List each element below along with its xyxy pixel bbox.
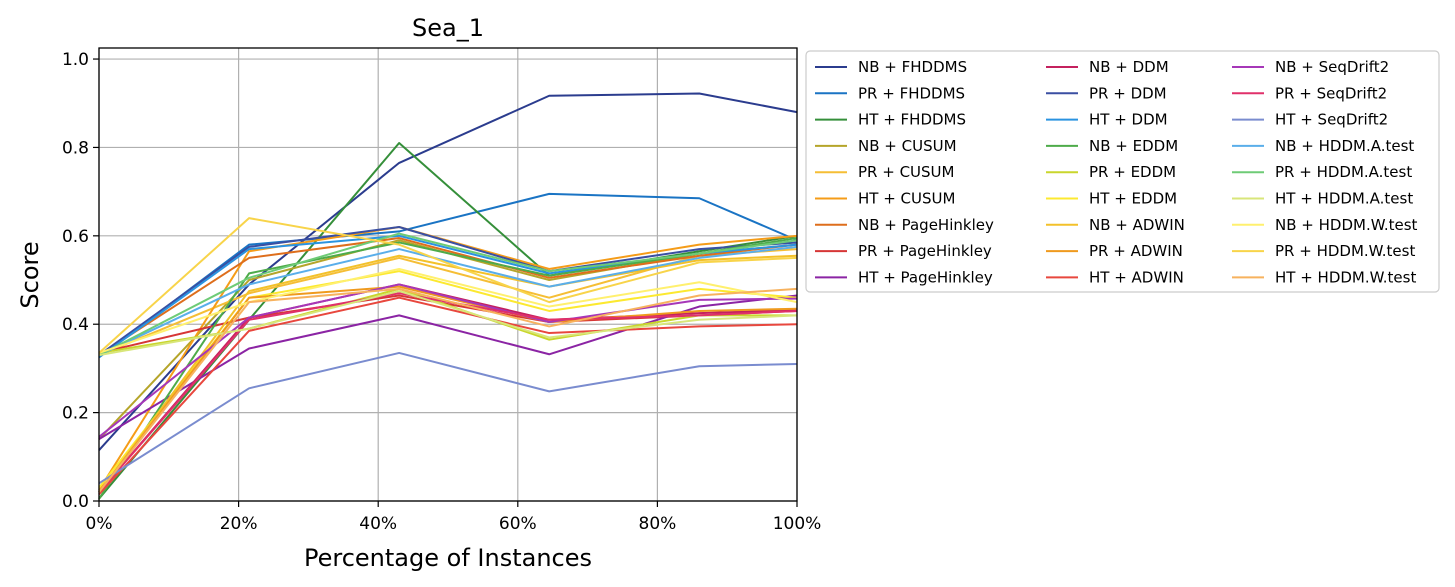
legend-entry: NB + FHDDMS (858, 58, 967, 76)
series-line-22 (98, 245, 798, 357)
legend-entry: PR + SeqDrift2 (1275, 84, 1387, 102)
x-axis-label: Percentage of Instances (304, 544, 592, 572)
y-tick-label: 0.2 (62, 404, 89, 424)
legend-entry: HT + EDDM (1089, 190, 1177, 208)
chart-title: Sea_1 (412, 14, 484, 42)
series-line-21 (98, 351, 798, 485)
y-tick-label: 0.6 (62, 227, 89, 247)
legend-entry: HT + ADWIN (1089, 268, 1184, 286)
legend-entry: HT + PageHinkley (858, 268, 993, 286)
legend-entry: HT + FHDDMS (858, 111, 966, 129)
legend-entry: PR + CUSUM (858, 163, 954, 181)
series-line-7 (98, 237, 798, 356)
x-tick-label: 40% (359, 514, 397, 534)
legend-entry: HT + HDDM.A.test (1275, 190, 1413, 208)
x-tick-label: 80% (639, 514, 677, 534)
series-lines (98, 92, 798, 500)
legend-entry: PR + ADWIN (1089, 242, 1183, 260)
y-tick-label: 0.8 (62, 138, 89, 158)
x-tick-label: 100% (773, 514, 822, 534)
legend-entry: NB + SeqDrift2 (1275, 58, 1389, 76)
series-line-10 (98, 283, 798, 493)
series-line-26 (98, 217, 798, 354)
grid-lines (98, 48, 798, 502)
legend-entry: NB + ADWIN (1089, 216, 1185, 234)
series-line-20 (98, 292, 798, 493)
legend-entry: NB + DDM (1089, 58, 1169, 76)
y-tick-label: 1.0 (62, 50, 89, 70)
legend-entry: HT + CUSUM (858, 190, 955, 208)
legend-entry: PR + FHDDMS (858, 84, 965, 102)
legend-entry: PR + PageHinkley (858, 242, 992, 260)
legend-entry: NB + HDDM.A.test (1275, 137, 1414, 155)
legend-entry: NB + PageHinkley (858, 216, 994, 234)
legend-entry: NB + HDDM.W.test (1275, 216, 1418, 234)
legend-entry: NB + CUSUM (858, 137, 957, 155)
x-tick-label: 20% (220, 514, 258, 534)
series-line-18 (98, 296, 798, 496)
series-line-16 (98, 254, 798, 493)
axis-ticks: 0% 20% 40% 60% 80% 100% 0.0 0.2 0.4 0.6 0.8 1.0 (62, 50, 821, 534)
legend-entry: HT + HDDM.W.test (1275, 268, 1416, 286)
y-axis-label: Score (16, 241, 44, 308)
legend-entry: NB + EDDM (1089, 137, 1178, 155)
series-line-2 (98, 192, 798, 359)
plot-frame (98, 47, 798, 502)
legend-entry: HT + SeqDrift2 (1275, 111, 1388, 129)
series-line-25 (98, 267, 798, 354)
series-line-23 (98, 232, 798, 357)
legend-entry: PR + DDM (1089, 84, 1167, 102)
legend-entry: PR + HDDM.W.test (1275, 242, 1415, 260)
x-tick-label: 0% (86, 514, 113, 534)
x-tick-label: 60% (499, 514, 537, 534)
series-line-27 (98, 287, 798, 493)
legend-entry: HT + DDM (1089, 111, 1168, 129)
series-line-9 (98, 294, 798, 440)
series-line-17 (98, 285, 798, 493)
legend: NB + FHDDMS PR + FHDDMS HT + FHDDMS NB + CU… (805, 50, 1440, 293)
series-line-13 (98, 237, 798, 500)
y-tick-label: 0.0 (62, 492, 89, 512)
series-line-19 (98, 283, 798, 438)
series-line-11 (98, 225, 798, 356)
legend-box (805, 50, 1440, 293)
y-tick-label: 0.4 (62, 315, 89, 335)
legend-entry: PR + HDDM.A.test (1275, 163, 1412, 181)
legend-entry: PR + EDDM (1089, 163, 1176, 181)
